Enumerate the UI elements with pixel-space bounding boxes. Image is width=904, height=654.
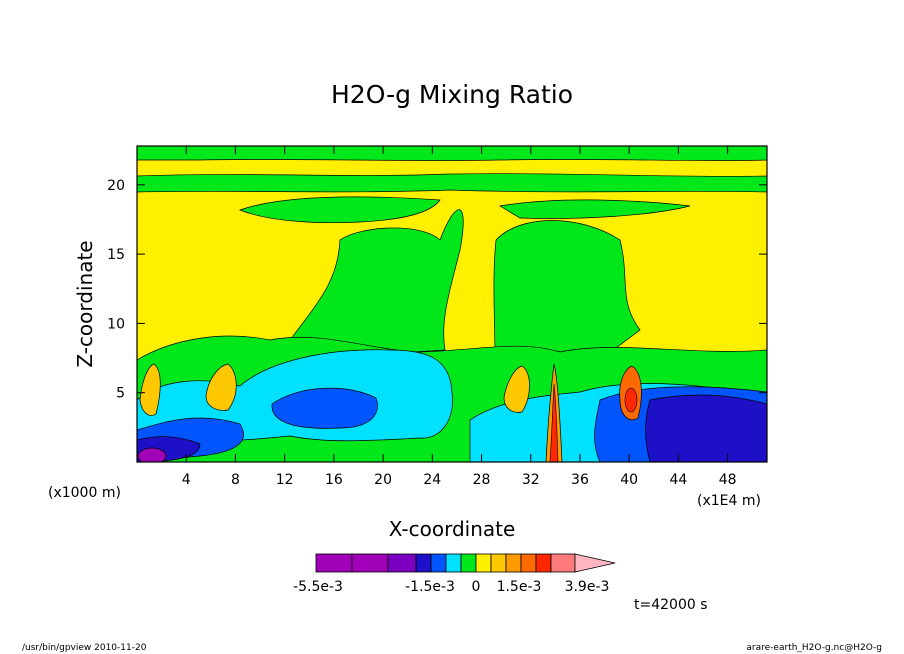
colorbar-label: -1.5e-3: [405, 579, 455, 595]
blue-region-center: [271, 387, 378, 429]
green-column-left: [289, 209, 464, 361]
upper-green-band: [137, 173, 767, 193]
x-unit-left: (x1000 m): [48, 485, 121, 501]
y-axis: 5 10 15 20: [107, 178, 767, 402]
x-axis-label: X-coordinate: [389, 517, 516, 541]
footer-left: /usr/bin/gpview 2010-11-20: [22, 643, 147, 653]
green-patch-right: [499, 199, 691, 219]
green-column-right: [493, 220, 641, 361]
colorbar-segment: [460, 553, 477, 573]
x-unit-right: (x1E4 m): [697, 493, 761, 509]
colorbar-label: 3.9e-3: [565, 579, 610, 595]
colorbar-segment: [550, 553, 576, 573]
colorbar-segment: [387, 553, 417, 573]
colorbar-label: 0: [472, 579, 481, 595]
x-axis: 4 8 12 16 20 24 28 32 36 40 44 48: [182, 146, 737, 488]
colorbar-segment: [430, 553, 447, 573]
x-tick-label: 8: [231, 472, 240, 488]
colorbar-segment: [505, 553, 522, 573]
y-tick-label: 5: [116, 386, 125, 402]
y-axis-label: Z-coordinate: [73, 240, 97, 367]
x-tick-label: 40: [620, 472, 638, 488]
orange-plume-1: [139, 363, 161, 416]
orange-plume-2: [205, 363, 237, 411]
contour-field: [137, 146, 767, 462]
colorbar-arrow: [574, 553, 616, 573]
plot-frame: [136, 145, 768, 463]
colorbar-segment: [351, 553, 389, 573]
footer-right: arare-earth_H2O-g.nc@H2O-g: [746, 643, 882, 653]
x-tick-label: 32: [522, 472, 540, 488]
colorbar-segment: [520, 553, 537, 573]
orange-plume-3: [503, 365, 530, 413]
chart-title: H2O-g Mixing Ratio: [331, 80, 573, 109]
colorbar-segment: [490, 553, 507, 573]
x-tick-label: 44: [669, 472, 687, 488]
colorbar-segment: [445, 553, 462, 573]
colorbar-segment: [475, 553, 492, 573]
colorbar-segment: [535, 553, 552, 573]
x-tick-label: 28: [473, 472, 491, 488]
x-tick-label: 4: [182, 472, 191, 488]
x-tick-label: 48: [719, 472, 737, 488]
purple-spot: [137, 447, 167, 462]
x-tick-label: 24: [423, 472, 441, 488]
y-tick-label: 10: [107, 316, 125, 332]
red-spike-core: [549, 383, 559, 462]
x-tick-label: 16: [325, 472, 343, 488]
y-tick-label: 15: [107, 247, 125, 263]
green-patch-left: [239, 196, 441, 224]
x-tick-label: 20: [374, 472, 392, 488]
colorbar-labels: -5.5e-3 -1.5e-3 0 1.5e-3 3.9e-3: [293, 579, 609, 595]
top-green-band: [137, 146, 767, 161]
red-blob: [624, 387, 638, 413]
colorbar-segment: [315, 553, 353, 573]
colorbar-label: -5.5e-3: [293, 579, 343, 595]
darkblue-region-right: [645, 394, 767, 462]
time-label: t=42000 s: [634, 597, 708, 613]
colorbar: [315, 553, 616, 573]
x-tick-label: 12: [276, 472, 294, 488]
y-tick-label: 20: [107, 178, 125, 194]
colorbar-label: 1.5e-3: [497, 579, 542, 595]
x-tick-label: 36: [571, 472, 589, 488]
colorbar-segment: [415, 553, 432, 573]
